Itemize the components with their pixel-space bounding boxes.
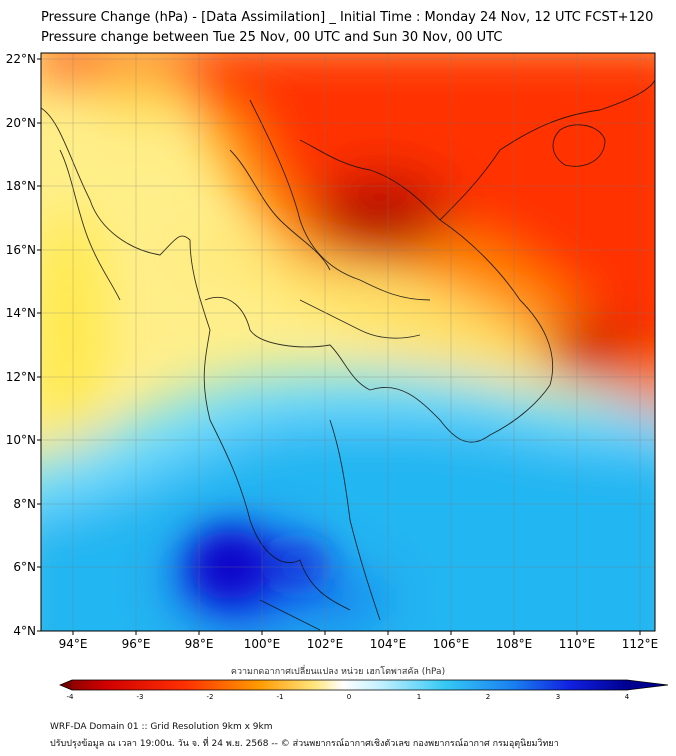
colorbar-tick: 2 bbox=[486, 693, 490, 701]
colorbar-tick: -2 bbox=[207, 693, 214, 701]
map-subtitle: Pressure change between Tue 25 Nov, 00 U… bbox=[41, 30, 503, 45]
lat-label: 8°N bbox=[13, 497, 36, 511]
lat-label: 18°N bbox=[6, 179, 36, 193]
lon-label: 94°E bbox=[59, 637, 88, 651]
colorbar: -4 -3 -2 -1 0 1 2 3 4 bbox=[59, 679, 669, 701]
lon-label: 98°E bbox=[185, 637, 214, 651]
plot-frame bbox=[40, 52, 656, 632]
lon-label: 110°E bbox=[559, 637, 596, 651]
pressure-field bbox=[41, 53, 655, 631]
lon-label: 96°E bbox=[122, 637, 151, 651]
colorbar-tick: -3 bbox=[137, 693, 144, 701]
colorbar-tick: 3 bbox=[556, 693, 560, 701]
lat-label: 20°N bbox=[6, 116, 36, 130]
colorbar-tick: 1 bbox=[417, 693, 421, 701]
lon-label: 108°E bbox=[496, 637, 533, 651]
footer-model-info: WRF-DA Domain 01 :: Grid Resolution 9km … bbox=[50, 722, 273, 732]
axis-ticks bbox=[37, 58, 641, 635]
lat-label: 4°N bbox=[13, 624, 36, 638]
lon-label: 102°E bbox=[307, 637, 344, 651]
lat-label: 16°N bbox=[6, 243, 36, 257]
footer-update-info: ปรับปรุงข้อมูล ณ เวลา 19:00น. วัน จ. ที่… bbox=[50, 739, 559, 749]
colorbar-tick: -4 bbox=[67, 693, 75, 701]
colorbar-tick: -1 bbox=[277, 693, 284, 701]
lat-label: 10°N bbox=[6, 433, 36, 447]
lat-label: 14°N bbox=[6, 306, 36, 320]
coastlines bbox=[41, 79, 655, 631]
lon-label: 100°E bbox=[244, 637, 281, 651]
map-title: Pressure Change (hPa) - [Data Assimilati… bbox=[41, 10, 654, 25]
lon-label: 104°E bbox=[370, 637, 407, 651]
colorbar-tick: 0 bbox=[347, 693, 351, 701]
lat-label: 6°N bbox=[13, 560, 36, 574]
lon-label: 112°E bbox=[622, 637, 659, 651]
graticule bbox=[41, 53, 655, 631]
lat-label: 22°N bbox=[6, 52, 36, 66]
lat-label: 12°N bbox=[6, 370, 36, 384]
colorbar-label: ความกดอากาศเปลี่ยนแปลง หน่วย เฮกโตพาสคัล… bbox=[230, 667, 446, 677]
lon-label: 106°E bbox=[433, 637, 470, 651]
colorbar-tick: 4 bbox=[625, 693, 630, 701]
